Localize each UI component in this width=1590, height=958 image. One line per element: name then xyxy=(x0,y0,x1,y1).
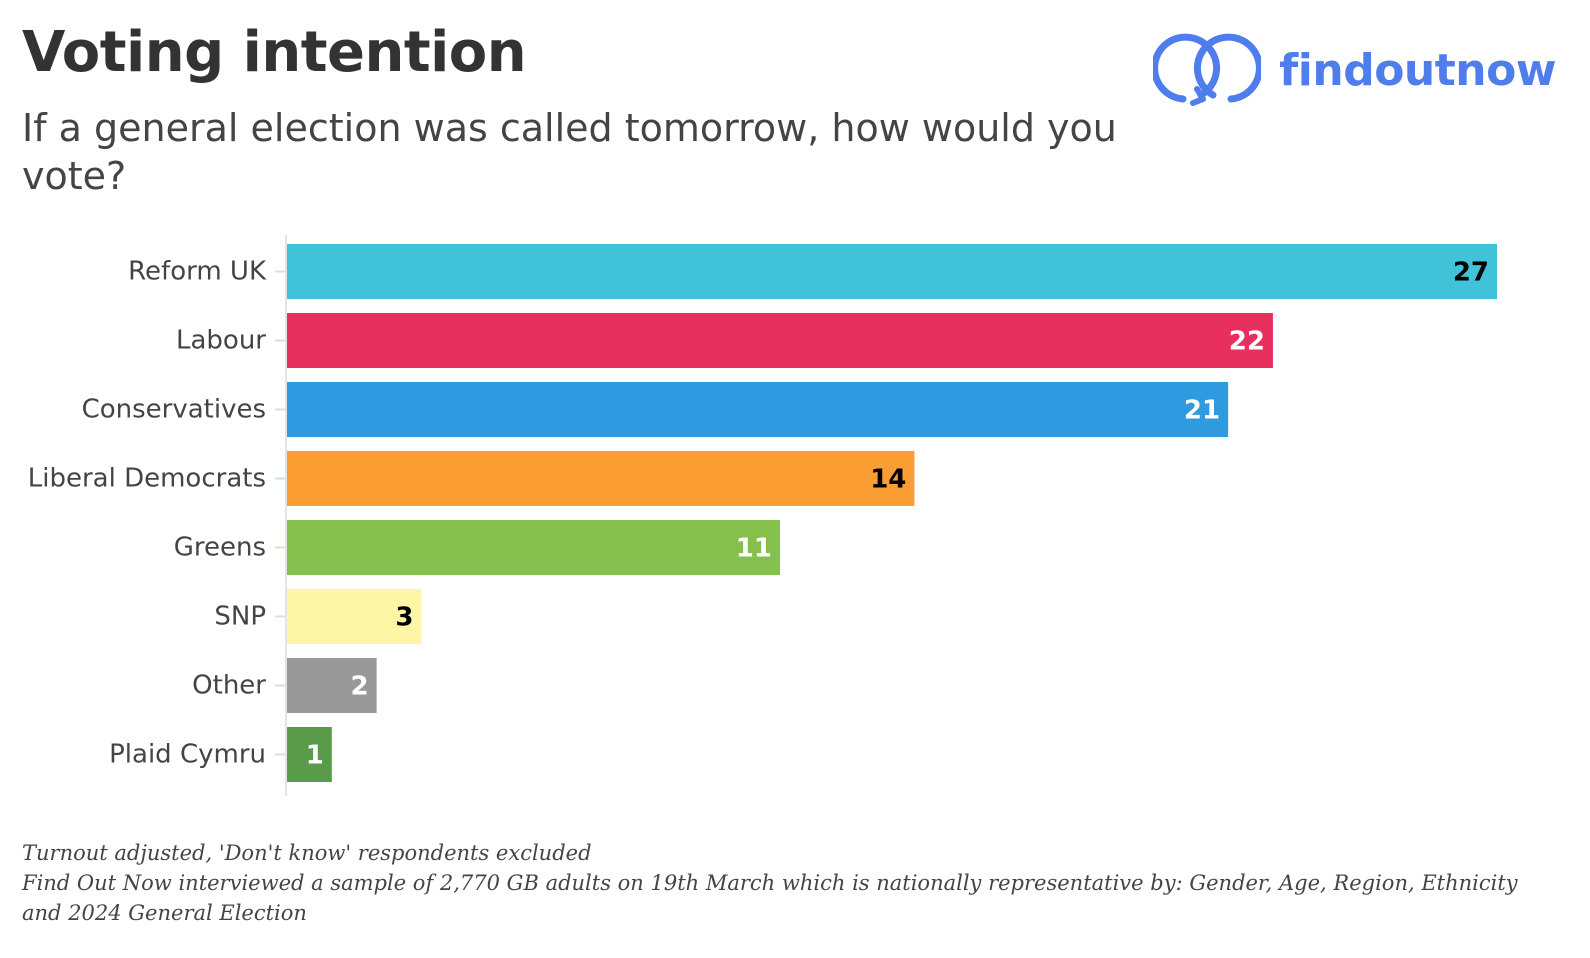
bar-value-label: 27 xyxy=(1453,258,1489,288)
chart-subtitle: If a general election was called tomorro… xyxy=(22,106,1117,198)
bar xyxy=(287,727,332,782)
footnote-methodology: Turnout adjusted, 'Don't know' responden… xyxy=(22,841,592,865)
bar xyxy=(287,313,1273,368)
bar-value-label: 11 xyxy=(736,534,772,564)
bar-value-label: 2 xyxy=(351,672,369,702)
interlocking-rings-logo-icon xyxy=(1153,33,1262,106)
bar xyxy=(287,658,377,713)
bar xyxy=(287,244,1497,299)
bar xyxy=(287,520,780,575)
category-label: SNP xyxy=(214,602,266,632)
bar-value-label: 21 xyxy=(1184,396,1220,426)
brand-logo: findoutnow xyxy=(1153,30,1556,110)
bar-value-label: 14 xyxy=(870,465,906,495)
category-label: Greens xyxy=(174,533,266,563)
bar-value-label: 1 xyxy=(306,741,324,771)
footnotes: Turnout adjusted, 'Don't know' responden… xyxy=(22,838,1562,928)
bar-value-label: 3 xyxy=(395,603,413,633)
brand-name: findoutnow xyxy=(1279,44,1556,96)
category-label: Labour xyxy=(176,326,266,356)
bar xyxy=(287,382,1229,437)
footnote-sample: Find Out Now interviewed a sample of 2,7… xyxy=(22,871,1518,925)
bar xyxy=(287,451,915,506)
category-label: Reform UK xyxy=(128,257,267,287)
chart-title: Voting intention xyxy=(22,20,527,85)
category-label: Plaid Cymru xyxy=(109,740,266,770)
category-label: Liberal Democrats xyxy=(28,464,266,494)
category-label: Conservatives xyxy=(82,395,266,425)
bar xyxy=(287,589,422,644)
category-label: Other xyxy=(192,671,266,701)
bar-value-label: 22 xyxy=(1229,327,1265,357)
